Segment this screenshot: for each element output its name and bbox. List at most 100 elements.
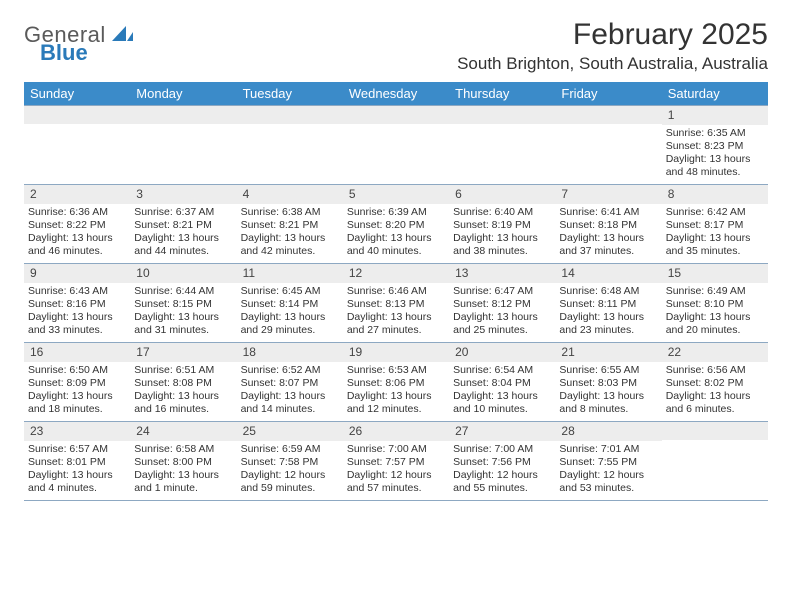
sunrise-text: Sunrise: 6:49 AM [666, 285, 764, 298]
day-number: 18 [237, 343, 343, 362]
dow-cell: Friday [555, 82, 661, 105]
sunrise-text: Sunrise: 6:56 AM [666, 364, 764, 377]
day-number [662, 422, 768, 440]
day-number: 2 [24, 185, 130, 204]
day-cell: 15 Sunrise: 6:49 AMSunset: 8:10 PMDayligh… [662, 264, 768, 342]
day-cell: 1Sunrise: 6:35 AMSunset: 8:23 PMDaylight… [662, 106, 768, 184]
sunrise-text: Sunrise: 6:59 AM [241, 443, 339, 456]
day-number: 17 [130, 343, 236, 362]
sunset-text: Sunset: 8:00 PM [134, 456, 232, 469]
day-cell: 22Sunrise: 6:56 AMSunset: 8:02 PMDayligh… [662, 343, 768, 421]
daylight-text: Daylight: 13 hours and 46 minutes. [28, 232, 126, 258]
dow-cell: Wednesday [343, 82, 449, 105]
sunrise-text: Sunrise: 6:46 AM [347, 285, 445, 298]
sunset-text: Sunset: 8:20 PM [347, 219, 445, 232]
daylight-text: Daylight: 13 hours and 8 minutes. [559, 390, 657, 416]
sunrise-text: Sunrise: 6:42 AM [666, 206, 764, 219]
daylight-text: Daylight: 13 hours and 23 minutes. [559, 311, 657, 337]
sunset-text: Sunset: 7:55 PM [559, 456, 657, 469]
sunrise-text: Sunrise: 6:57 AM [28, 443, 126, 456]
day-number: 3 [130, 185, 236, 204]
week-row: 1Sunrise: 6:35 AMSunset: 8:23 PMDaylight… [24, 105, 768, 185]
page: General Blue February 2025 South Brighto… [0, 0, 792, 501]
location: South Brighton, South Australia, Austral… [457, 54, 768, 74]
daylight-text: Daylight: 13 hours and 40 minutes. [347, 232, 445, 258]
daylight-text: Daylight: 13 hours and 20 minutes. [666, 311, 764, 337]
sunrise-text: Sunrise: 6:51 AM [134, 364, 232, 377]
day-number: 22 [662, 343, 768, 362]
sunrise-text: Sunrise: 7:00 AM [347, 443, 445, 456]
daylight-text: Daylight: 13 hours and 33 minutes. [28, 311, 126, 337]
daylight-text: Daylight: 13 hours and 38 minutes. [453, 232, 551, 258]
sunset-text: Sunset: 8:14 PM [241, 298, 339, 311]
day-number: 6 [449, 185, 555, 204]
day-number [237, 106, 343, 124]
day-cell: 23Sunrise: 6:57 AMSunset: 8:01 PMDayligh… [24, 422, 130, 500]
sunset-text: Sunset: 8:07 PM [241, 377, 339, 390]
dow-cell: Tuesday [237, 82, 343, 105]
daylight-text: Daylight: 13 hours and 44 minutes. [134, 232, 232, 258]
sunset-text: Sunset: 8:01 PM [28, 456, 126, 469]
day-number: 7 [555, 185, 661, 204]
day-cell: 2Sunrise: 6:36 AMSunset: 8:22 PMDaylight… [24, 185, 130, 263]
sunset-text: Sunset: 8:18 PM [559, 219, 657, 232]
day-number: 20 [449, 343, 555, 362]
day-cell: 9Sunrise: 6:43 AMSunset: 8:16 PMDaylight… [24, 264, 130, 342]
daylight-text: Daylight: 13 hours and 4 minutes. [28, 469, 126, 495]
day-number: 24 [130, 422, 236, 441]
sunrise-text: Sunrise: 6:36 AM [28, 206, 126, 219]
title-block: February 2025 South Brighton, South Aust… [457, 18, 768, 74]
day-cell: 24Sunrise: 6:58 AMSunset: 8:00 PMDayligh… [130, 422, 236, 500]
day-cell: 28Sunrise: 7:01 AMSunset: 7:55 PMDayligh… [555, 422, 661, 500]
day-number: 19 [343, 343, 449, 362]
day-cell: 11Sunrise: 6:45 AMSunset: 8:14 PMDayligh… [237, 264, 343, 342]
day-number: 28 [555, 422, 661, 441]
day-cell [343, 106, 449, 184]
month-title: February 2025 [457, 18, 768, 52]
day-number: 9 [24, 264, 130, 283]
daylight-text: Daylight: 13 hours and 42 minutes. [241, 232, 339, 258]
day-number: 26 [343, 422, 449, 441]
day-cell: 14Sunrise: 6:48 AMSunset: 8:11 PMDayligh… [555, 264, 661, 342]
day-number: 11 [237, 264, 343, 283]
daylight-text: Daylight: 13 hours and 18 minutes. [28, 390, 126, 416]
sunrise-text: Sunrise: 6:55 AM [559, 364, 657, 377]
day-number: 25 [237, 422, 343, 441]
sunset-text: Sunset: 8:03 PM [559, 377, 657, 390]
day-cell: 6Sunrise: 6:40 AMSunset: 8:19 PMDaylight… [449, 185, 555, 263]
sunset-text: Sunset: 8:23 PM [666, 140, 764, 153]
sunrise-text: Sunrise: 6:53 AM [347, 364, 445, 377]
day-cell: 16Sunrise: 6:50 AMSunset: 8:09 PMDayligh… [24, 343, 130, 421]
day-cell: 4Sunrise: 6:38 AMSunset: 8:21 PMDaylight… [237, 185, 343, 263]
day-cell [555, 106, 661, 184]
day-number [24, 106, 130, 124]
day-cell [662, 422, 768, 500]
sunset-text: Sunset: 8:06 PM [347, 377, 445, 390]
day-number: 1 [662, 106, 768, 125]
day-number: 27 [449, 422, 555, 441]
sunset-text: Sunset: 8:15 PM [134, 298, 232, 311]
week-row: 16Sunrise: 6:50 AMSunset: 8:09 PMDayligh… [24, 343, 768, 422]
daylight-text: Daylight: 13 hours and 1 minute. [134, 469, 232, 495]
day-number: 21 [555, 343, 661, 362]
daylight-text: Daylight: 12 hours and 57 minutes. [347, 469, 445, 495]
daylight-text: Daylight: 13 hours and 29 minutes. [241, 311, 339, 337]
daylight-text: Daylight: 12 hours and 59 minutes. [241, 469, 339, 495]
day-number: 4 [237, 185, 343, 204]
daylight-text: Daylight: 12 hours and 55 minutes. [453, 469, 551, 495]
sunset-text: Sunset: 8:04 PM [453, 377, 551, 390]
sunset-text: Sunset: 8:21 PM [134, 219, 232, 232]
day-cell: 25 Sunrise: 6:59 AMSunset: 7:58 PMDayligh… [237, 422, 343, 500]
day-number: 15 [662, 264, 768, 283]
calendar: Sunday Monday Tuesday Wednesday Thursday… [24, 82, 768, 501]
daylight-text: Daylight: 13 hours and 25 minutes. [453, 311, 551, 337]
day-number [130, 106, 236, 124]
sunset-text: Sunset: 8:17 PM [666, 219, 764, 232]
sunset-text: Sunset: 8:10 PM [666, 298, 764, 311]
sunset-text: Sunset: 7:58 PM [241, 456, 339, 469]
sunrise-text: Sunrise: 6:41 AM [559, 206, 657, 219]
day-cell: 21 Sunrise: 6:55 AMSunset: 8:03 PMDayligh… [555, 343, 661, 421]
sunrise-text: Sunrise: 6:47 AM [453, 285, 551, 298]
sunset-text: Sunset: 8:13 PM [347, 298, 445, 311]
day-number: 14 [555, 264, 661, 283]
